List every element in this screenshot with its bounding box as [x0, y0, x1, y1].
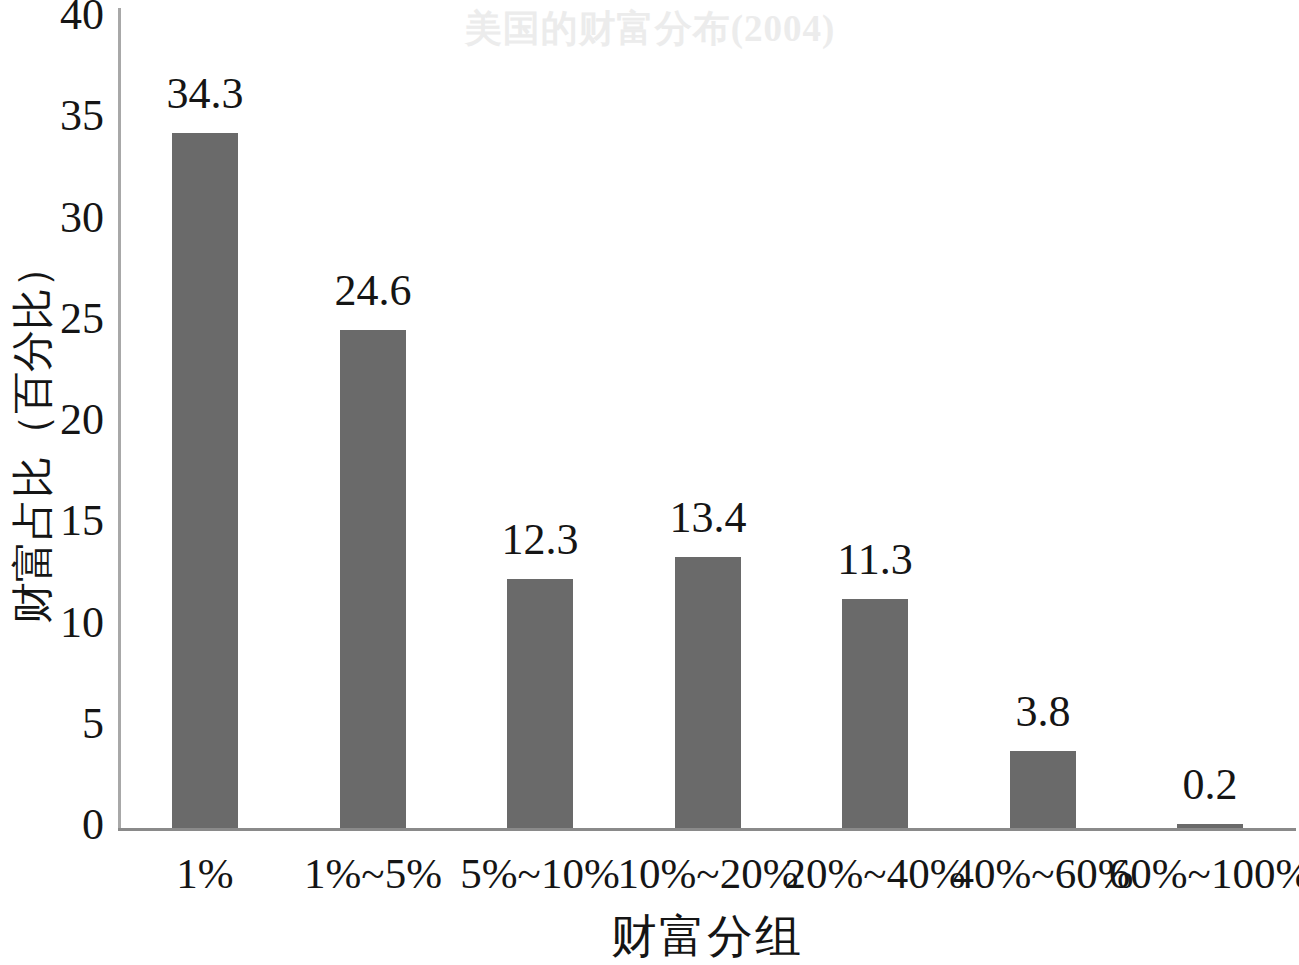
- bar: [507, 579, 573, 828]
- x-axis-title: 财富分组: [118, 906, 1296, 965]
- y-axis-line: [118, 8, 121, 831]
- bar: [675, 557, 741, 828]
- y-tick-label: 40: [0, 0, 104, 42]
- bar-value-label: 24.6: [263, 262, 483, 320]
- y-tick-label: 5: [0, 697, 104, 751]
- y-tick-label: 20: [0, 393, 104, 447]
- x-axis-line: [118, 828, 1296, 831]
- bar: [1177, 824, 1243, 828]
- bar-value-label: 34.3: [95, 65, 315, 123]
- wealth-distribution-bar-chart: 美国的财富分布(2004) 财富占比（百分比） 0510152025303540…: [0, 0, 1299, 965]
- bar-value-label: 0.2: [1100, 756, 1299, 814]
- y-tick-label: 30: [0, 191, 104, 245]
- y-tick-label: 35: [0, 89, 104, 143]
- chart-title: 美国的财富分布(2004): [465, 4, 836, 54]
- bar: [340, 330, 406, 828]
- bar-value-label: 3.8: [933, 683, 1153, 741]
- x-tick-label: 60%~100%: [1070, 846, 1299, 902]
- bar: [172, 133, 238, 828]
- y-tick-label: 10: [0, 596, 104, 650]
- y-tick-label: 0: [0, 798, 104, 852]
- bar-value-label: 11.3: [765, 531, 985, 589]
- bar: [1010, 751, 1076, 828]
- bar: [842, 599, 908, 828]
- y-tick-label: 25: [0, 292, 104, 346]
- y-tick-label: 15: [0, 494, 104, 548]
